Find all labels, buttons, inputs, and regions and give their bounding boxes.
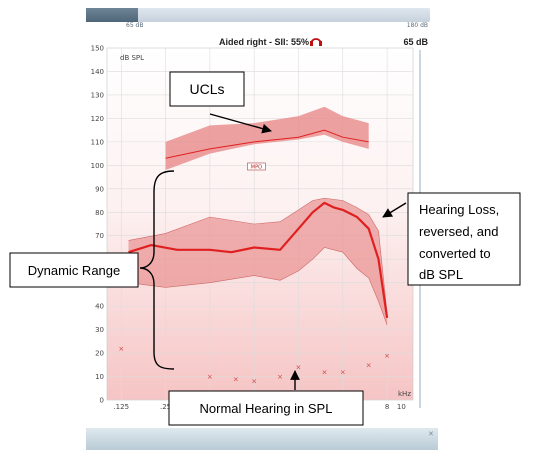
y-tick-70: 70: [95, 232, 104, 240]
y-tick-110: 110: [91, 138, 104, 146]
y-tick-20: 20: [95, 350, 104, 358]
normal-hearing-point: ×: [251, 378, 257, 386]
y-tick-labels: 0102030405060708090100110120130140150: [91, 45, 104, 405]
normal-hearing-callout-label: Normal Hearing in SPL: [200, 401, 333, 416]
top-level-slider[interactable]: 65 dB 180 dB: [86, 8, 430, 29]
y-tick-0: 0: [100, 397, 104, 405]
chart-marks: MPO × × × × × × × × × ×: [118, 106, 390, 386]
dynamic-range-bracket: [139, 170, 175, 370]
aided-response-line: [128, 201, 389, 319]
normal-hearing-point: ×: [118, 345, 124, 353]
y-tick-150: 150: [91, 45, 104, 53]
bottom-toolbar[interactable]: ✕: [86, 428, 438, 450]
y-tick-40: 40: [95, 303, 104, 311]
chart-title: Aided right - SII: 55%: [219, 37, 309, 47]
dynamic-range-callout-box: [9, 252, 139, 288]
hearing-loss-line-1: Hearing Loss,: [419, 202, 499, 217]
y-axis-unit: dB SPL: [120, 54, 144, 62]
x-tick-.25: .25: [160, 403, 171, 411]
hearing-loss-line-4: dB SPL: [419, 267, 463, 282]
headphone-icon: [310, 38, 322, 46]
normal-hearing-point: ×: [277, 373, 283, 381]
y-tick-30: 30: [95, 326, 104, 334]
ucls-callout-box: [169, 71, 245, 107]
level-readout: 65 dB: [403, 37, 428, 47]
x-tick-labels: .125 .25 8 10: [113, 403, 405, 411]
speech-band-upper-edge: [128, 197, 388, 314]
hearing-loss-line-2: reversed, and: [419, 224, 499, 239]
y-tick-10: 10: [95, 373, 104, 381]
ucl-band-area: [165, 106, 369, 170]
ucls-arrow: [209, 113, 272, 134]
normal-hearing-point: ×: [207, 373, 213, 381]
normal-hearing-point: ×: [366, 361, 372, 369]
slider-right-label: 180 dB: [406, 22, 428, 29]
speech-band-lower-edge: [128, 247, 388, 326]
y-tick-140: 140: [91, 68, 104, 76]
x-tick-10: 10: [397, 403, 406, 411]
toolbar-grip-icon: ✕: [428, 431, 434, 438]
mpo-line: [165, 129, 369, 159]
y-tick-120: 120: [91, 115, 104, 123]
normal-hearing-callout-box: [168, 390, 364, 426]
y-tick-100: 100: [91, 162, 104, 170]
x-axis-unit: kHz: [398, 390, 411, 398]
normal-hearing-point: ×: [233, 375, 239, 383]
y-tick-90: 90: [95, 185, 104, 193]
dynamic-range-callout-label: Dynamic Range: [28, 263, 121, 278]
mpo-label-box: [247, 162, 266, 171]
mpo-label-text: MPO: [251, 164, 262, 170]
normal-hearing-point: ×: [384, 352, 390, 360]
normal-hearing-point: ×: [296, 364, 302, 372]
speech-band-area: [128, 198, 388, 325]
slider-left-label: 65 dB: [126, 22, 144, 29]
y-tick-80: 80: [95, 209, 104, 217]
mpo-label-tag: MPO: [247, 162, 266, 171]
x-tick-8: 8: [385, 403, 389, 411]
ucls-callout-label: UCLs: [189, 81, 224, 97]
x-tick-.125: .125: [113, 403, 129, 411]
hearing-loss-arrow: [382, 202, 407, 218]
y-tick-130: 130: [91, 91, 104, 99]
level-slider-fill: [86, 8, 138, 22]
normal-hearing-point: ×: [321, 368, 327, 376]
normal-hearing-point: ×: [340, 368, 346, 376]
hearing-loss-line-3: converted to: [419, 246, 491, 261]
hearing-loss-callout-box: [407, 192, 521, 286]
annotation-callouts: UCLs Hearing Loss, reversed, and convert…: [9, 71, 521, 426]
